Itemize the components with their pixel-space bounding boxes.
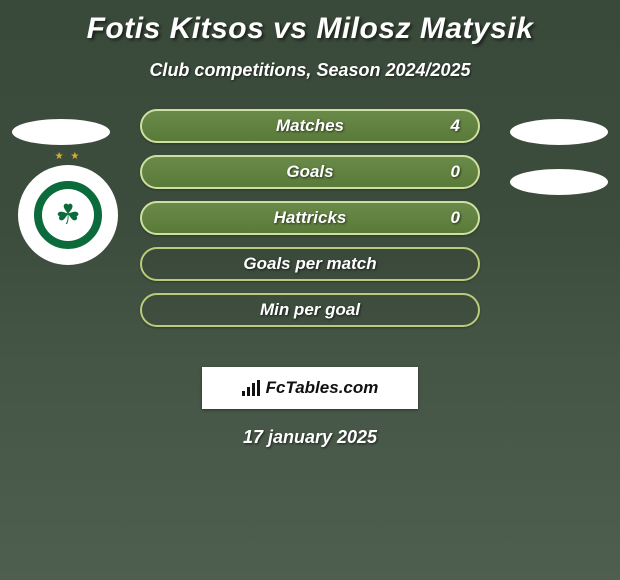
stat-label: Goals: [286, 162, 333, 182]
stat-value: 0: [451, 208, 460, 228]
stat-label: Min per goal: [260, 300, 360, 320]
stat-bars: Matches 4 Goals 0 Hattricks 0 Goals per …: [140, 109, 480, 339]
footer-date: 17 january 2025: [0, 427, 620, 448]
stat-label: Hattricks: [274, 208, 347, 228]
stat-row-hattricks: Hattricks 0: [140, 201, 480, 235]
branding-box[interactable]: FcTables.com: [202, 367, 418, 409]
club-logo: ★ ★ ☘: [18, 165, 118, 265]
branding-text: FcTables.com: [266, 378, 379, 398]
stat-row-goals: Goals 0: [140, 155, 480, 189]
stat-value: 4: [451, 116, 460, 136]
stat-row-matches: Matches 4: [140, 109, 480, 143]
logo-stars-icon: ★ ★: [55, 151, 82, 162]
bar-chart-icon: [242, 380, 262, 396]
stat-label: Goals per match: [243, 254, 376, 274]
player-right-placeholder-2: [510, 169, 608, 195]
page-title: Fotis Kitsos vs Milosz Matysik: [0, 0, 620, 46]
player-left-placeholder: [12, 119, 110, 145]
stat-row-goals-per-match: Goals per match: [140, 247, 480, 281]
stat-row-min-per-goal: Min per goal: [140, 293, 480, 327]
stat-label: Matches: [276, 116, 344, 136]
content-area: ★ ★ ☘ Matches 4 Goals 0 Hattricks 0 Goal…: [0, 109, 620, 349]
stat-value: 0: [451, 162, 460, 182]
shamrock-icon: ☘: [55, 201, 80, 229]
player-right-placeholder-1: [510, 119, 608, 145]
subtitle: Club competitions, Season 2024/2025: [0, 60, 620, 81]
